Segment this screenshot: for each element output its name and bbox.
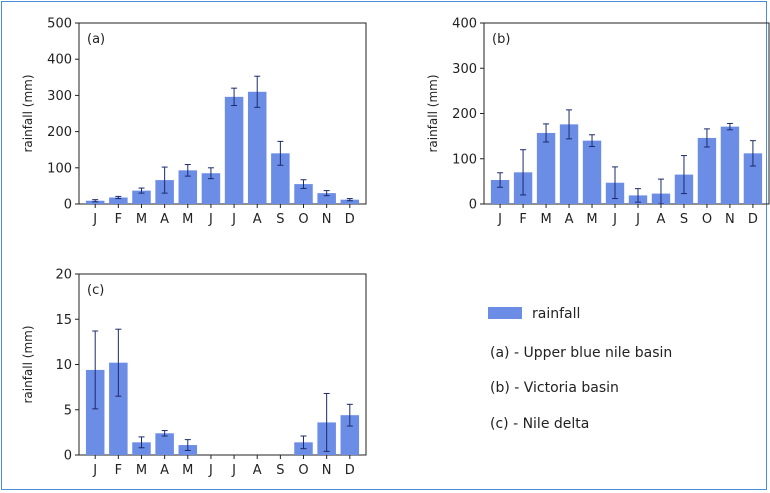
x-tick-label: J xyxy=(231,463,236,478)
x-tick-label: J xyxy=(208,463,213,478)
y-axis-label: rainfall (mm) xyxy=(426,74,440,152)
x-tick-label: A xyxy=(657,212,666,227)
y-tick-label: 300 xyxy=(452,62,477,77)
y-tick-label: 400 xyxy=(47,53,72,68)
bar xyxy=(85,200,105,204)
legend-series-label: rainfall xyxy=(532,306,580,322)
x-tick-label: A xyxy=(253,212,262,227)
legend-entry-a: (a) - Upper blue nile basin xyxy=(490,345,672,361)
x-tick-label: M xyxy=(182,463,193,478)
x-tick-label: A xyxy=(160,212,169,227)
x-tick-label: D xyxy=(748,212,758,227)
bar xyxy=(340,415,360,455)
x-tick-label: S xyxy=(276,212,284,227)
x-tick-label: M xyxy=(540,212,551,227)
y-tick-label: 300 xyxy=(47,89,72,104)
x-tick-label: S xyxy=(680,212,688,227)
panel-label: (b) xyxy=(492,32,510,47)
x-tick-label: J xyxy=(92,212,97,227)
x-tick-label: O xyxy=(298,212,308,227)
legend-swatch xyxy=(488,307,522,319)
x-tick-label: A xyxy=(160,463,169,478)
x-tick-label: D xyxy=(345,463,355,478)
y-tick-label: 200 xyxy=(452,107,477,122)
bar xyxy=(247,91,267,204)
y-tick-label: 10 xyxy=(55,358,72,373)
y-axis-label: rainfall (mm) xyxy=(21,325,35,403)
bar xyxy=(490,180,510,204)
x-tick-label: A xyxy=(565,212,574,227)
bar xyxy=(582,140,602,204)
x-tick-label: N xyxy=(725,212,735,227)
panel-label: (a) xyxy=(87,32,105,47)
bar xyxy=(132,442,151,455)
bar xyxy=(559,124,579,204)
bar xyxy=(224,96,244,204)
bar xyxy=(155,433,174,455)
y-tick-label: 0 xyxy=(64,198,72,213)
x-tick-label: J xyxy=(612,212,617,227)
y-tick-label: 0 xyxy=(469,198,477,213)
x-tick-label: M xyxy=(136,463,147,478)
panel-label: (c) xyxy=(87,283,104,298)
x-tick-label: O xyxy=(298,463,308,478)
bar xyxy=(317,193,336,204)
x-tick-label: A xyxy=(253,463,262,478)
bar xyxy=(132,190,151,204)
bar xyxy=(109,362,128,455)
y-tick-label: 5 xyxy=(64,403,72,418)
x-tick-label: S xyxy=(276,463,284,478)
x-tick-label: N xyxy=(322,212,332,227)
bar xyxy=(178,170,198,204)
legend: rainfall (a) - Upper blue nile basin (b)… xyxy=(488,306,672,432)
y-tick-label: 0 xyxy=(64,449,72,464)
bar xyxy=(271,153,290,204)
bar xyxy=(85,369,105,455)
x-tick-label: D xyxy=(345,212,355,227)
bar xyxy=(743,153,763,204)
x-tick-label: N xyxy=(322,463,332,478)
bar xyxy=(536,132,556,204)
bar xyxy=(201,173,221,204)
x-tick-label: F xyxy=(115,463,122,478)
y-tick-label: 100 xyxy=(47,161,72,176)
bar xyxy=(294,184,313,204)
y-tick-label: 100 xyxy=(452,152,477,167)
x-tick-label: F xyxy=(115,212,122,227)
x-tick-label: J xyxy=(497,212,502,227)
y-tick-label: 500 xyxy=(47,17,72,32)
bar xyxy=(697,137,717,204)
y-axis-label: rainfall (mm) xyxy=(21,74,35,152)
bar xyxy=(720,126,740,204)
y-tick-label: 200 xyxy=(47,125,72,140)
x-tick-label: J xyxy=(231,212,236,227)
y-tick-label: 15 xyxy=(55,313,72,328)
x-tick-label: M xyxy=(182,212,193,227)
x-tick-label: J xyxy=(92,463,97,478)
legend-entry-c: (c) - Nile delta xyxy=(490,416,589,432)
x-tick-label: J xyxy=(635,212,640,227)
x-tick-label: F xyxy=(519,212,526,227)
legend-entry-b: (b) - Victoria basin xyxy=(490,380,619,396)
x-tick-label: O xyxy=(702,212,712,227)
bar xyxy=(340,199,360,204)
y-tick-label: 20 xyxy=(55,268,72,283)
y-tick-label: 400 xyxy=(452,17,477,32)
x-tick-label: J xyxy=(208,212,213,227)
x-tick-label: M xyxy=(586,212,597,227)
plot-area-frame xyxy=(78,22,367,205)
x-tick-label: M xyxy=(136,212,147,227)
bar xyxy=(109,197,128,204)
